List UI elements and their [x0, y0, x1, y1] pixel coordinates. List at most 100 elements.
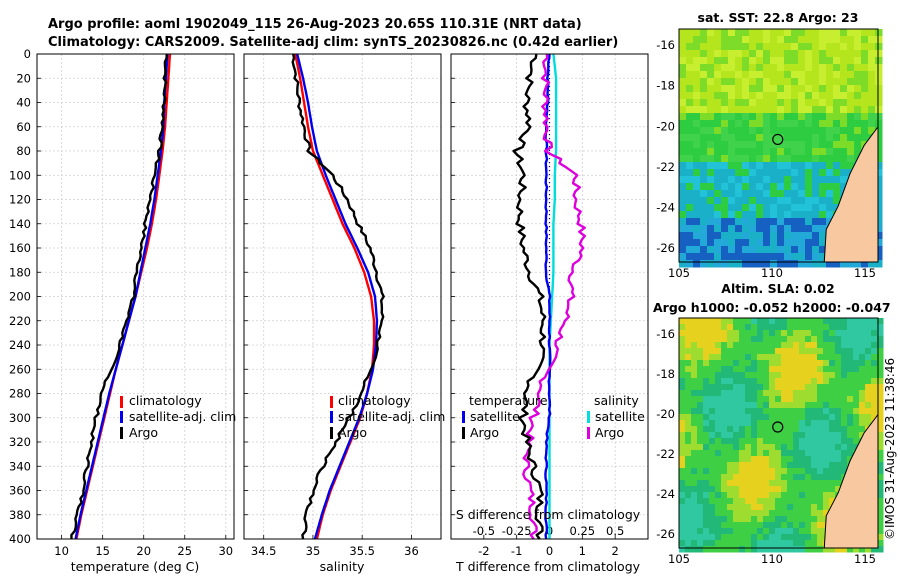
sla-map-cell	[847, 402, 854, 409]
sst-map-cell	[707, 169, 715, 177]
sst-map-cell	[721, 78, 729, 86]
sst-map-cell	[735, 120, 743, 128]
sst-map-cell	[840, 29, 848, 37]
sla-map-cell	[841, 330, 848, 337]
sla-map-cell	[733, 504, 740, 511]
sla-map-cell	[835, 438, 842, 445]
sla-map-cell	[751, 324, 758, 331]
sla-map-cell	[715, 492, 722, 499]
sst-map-cell	[840, 92, 848, 100]
sla-map-cell	[787, 540, 794, 547]
sst-map-cell	[728, 43, 736, 51]
sla-map-cell	[697, 420, 704, 427]
sla-map-cell	[679, 408, 686, 415]
sla-map-cell	[829, 318, 836, 325]
sst-map-cell	[791, 64, 799, 72]
sla-map-cell	[871, 396, 878, 403]
sst-map-cell	[714, 246, 722, 254]
sla-map-cell	[733, 426, 740, 433]
sst-map-cell	[791, 197, 799, 205]
sla-map-cell	[679, 486, 686, 493]
sst-map-cell	[693, 148, 701, 156]
sla-map-cell	[793, 516, 800, 523]
sla-map-cell	[763, 546, 770, 553]
sla-map-cell	[685, 324, 692, 331]
sst-map-cell	[679, 148, 687, 156]
legend-marker-satellite	[330, 411, 333, 423]
sst-map-cell	[798, 190, 806, 198]
sla-map-cell	[721, 384, 728, 391]
sst-map-cell	[875, 36, 883, 44]
sst-map-cell	[791, 239, 799, 247]
sla-map-cell	[835, 546, 842, 553]
sst-map-cell	[707, 260, 715, 268]
sst-map-cell	[812, 127, 820, 135]
sal-diff-tick-label: 0.5	[606, 524, 624, 538]
sla-map-cell	[763, 396, 770, 403]
sst-map-cell	[714, 211, 722, 219]
sla-map-cell	[817, 474, 824, 481]
sst-map-cell	[735, 36, 743, 44]
sst-map-cell	[868, 92, 876, 100]
sla-map-cell	[703, 426, 710, 433]
sla-map-cell	[787, 468, 794, 475]
sla-map-cell	[703, 486, 710, 493]
sla-map-cell	[757, 474, 764, 481]
sst-map-cell	[693, 204, 701, 212]
sst-map-cell	[819, 113, 827, 121]
sst-map-cell	[875, 204, 883, 212]
sst-map-cell	[728, 92, 736, 100]
depth-tick-label: 100	[9, 168, 31, 182]
sla-map-cell	[781, 360, 788, 367]
sla-map-cell	[775, 366, 782, 373]
sla-map-cell	[877, 420, 884, 427]
sla-map-cell	[679, 546, 686, 553]
sla-map-cell	[745, 486, 752, 493]
sst-map-cell	[721, 155, 729, 163]
sst-map-cell	[686, 260, 694, 268]
sst-map-cell	[714, 127, 722, 135]
sla-map-cell	[799, 360, 806, 367]
sst-map-cell	[714, 134, 722, 142]
sst-map-cell	[805, 57, 813, 65]
sst-map-cell	[756, 127, 764, 135]
sst-map-cell	[693, 169, 701, 177]
sst-map-cell	[707, 106, 715, 114]
sla-map-cell	[763, 444, 770, 451]
sst-map-cell	[854, 127, 862, 135]
depth-tick-label: 340	[9, 459, 31, 473]
sst-map-cell	[679, 169, 687, 177]
sst-map-cell	[756, 176, 764, 184]
sla-map-cell	[805, 450, 812, 457]
sla-map-cell	[775, 522, 782, 529]
sst-map-cell	[714, 148, 722, 156]
sla-map-cell	[799, 546, 806, 553]
sla-map-cell	[691, 378, 698, 385]
sst-map-cell	[847, 127, 855, 135]
sla-map-cell	[697, 492, 704, 499]
sst-map-cell	[686, 148, 694, 156]
sla-map-cell	[811, 468, 818, 475]
sla-map-cell	[775, 528, 782, 535]
sla-map-cell	[745, 528, 752, 535]
sla-map-cell	[787, 408, 794, 415]
sst-map-cell	[805, 99, 813, 107]
sla-map-cell	[781, 546, 788, 553]
sla-map-cell	[865, 318, 872, 325]
sst-map-cell	[693, 190, 701, 198]
sla-map-cell	[715, 330, 722, 337]
sst-map-cell	[875, 99, 883, 107]
sla-map-cell	[811, 546, 818, 553]
sst-map-cell	[756, 85, 764, 93]
sla-map-cell	[703, 408, 710, 415]
sla-map-cell	[781, 378, 788, 385]
sla-map-cell	[871, 408, 878, 415]
sla-map-cell	[757, 516, 764, 523]
sst-map-cell	[693, 29, 701, 37]
sst-map-cell	[798, 169, 806, 177]
sst-map-cell	[728, 85, 736, 93]
sst-map-cell	[756, 260, 764, 268]
sla-map-cell	[823, 396, 830, 403]
sla-map-cell	[841, 360, 848, 367]
sst-map-cell	[777, 64, 785, 72]
